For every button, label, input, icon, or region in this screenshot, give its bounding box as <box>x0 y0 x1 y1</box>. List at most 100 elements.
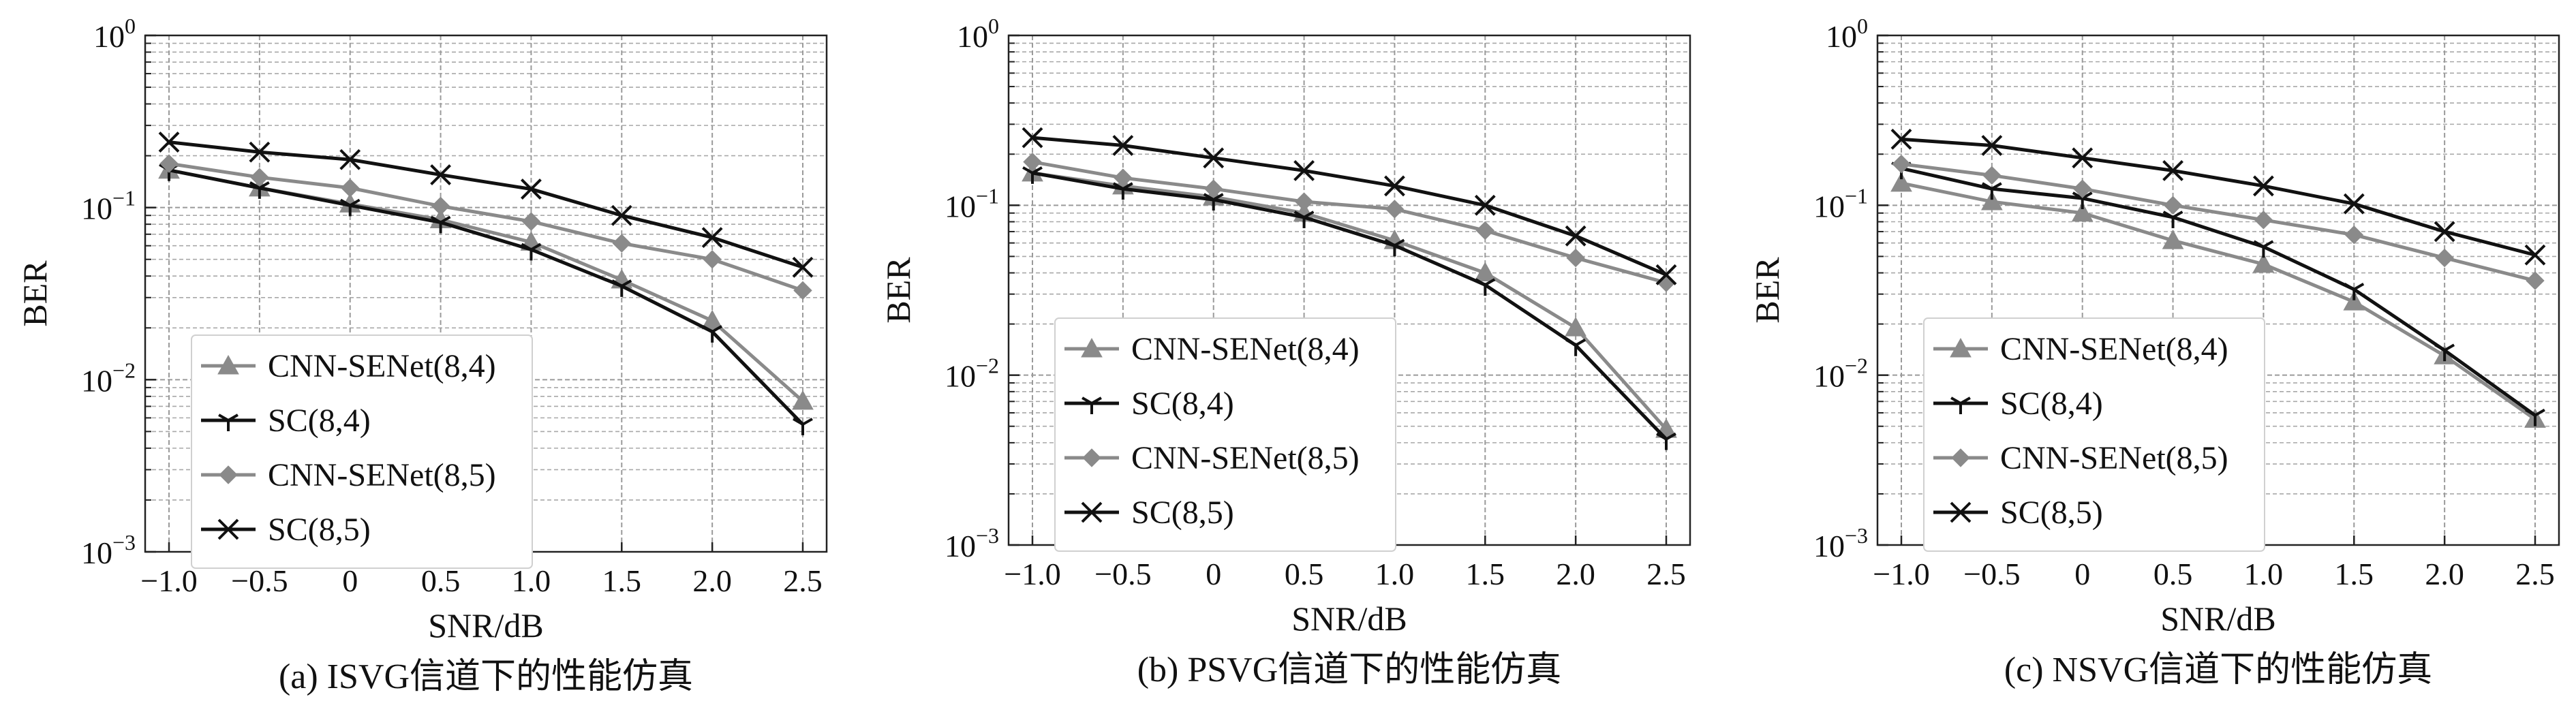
diamond-marker <box>2435 248 2454 268</box>
y-axis-label: BER <box>879 257 917 324</box>
x-tick-label: 2.0 <box>2425 557 2464 591</box>
data-point <box>1203 147 1225 169</box>
x-tick-label: −0.5 <box>231 563 288 598</box>
tri-marker-stroke <box>2081 191 2093 200</box>
y-tick-base: 10 <box>945 189 976 223</box>
triangle-marker <box>1081 337 1103 358</box>
diamond-marker <box>250 168 269 187</box>
tri-marker-stroke <box>2162 211 2174 219</box>
y-axis-label: BER <box>1748 257 1786 324</box>
y-tick-label: 10−3 <box>945 523 999 563</box>
data-point <box>2073 179 2092 198</box>
diamond-marker <box>2254 211 2273 230</box>
tri-marker-stroke <box>1022 166 1033 174</box>
x-tick-label: 1.5 <box>1466 557 1505 591</box>
x-marker-stroke <box>1981 135 2003 156</box>
series-line <box>1032 160 1667 285</box>
legend-label: CNN-SENet(8,4) <box>2000 331 2228 367</box>
x-tick-label: 2.0 <box>1556 557 1595 591</box>
tri-marker-stroke <box>2253 240 2265 248</box>
legend-marker <box>1081 337 1103 358</box>
data-point <box>1565 225 1586 247</box>
x-marker-stroke <box>1950 501 1972 523</box>
series-line <box>1032 171 1668 441</box>
x-tick-label: 2.5 <box>2515 557 2555 591</box>
data-point <box>701 227 723 249</box>
series-line <box>1032 171 1668 431</box>
y-tick-exponent: −1 <box>976 183 999 208</box>
x-tick-label: −0.5 <box>1094 557 1151 591</box>
data-point <box>2254 211 2273 230</box>
data-point <box>1112 135 1134 156</box>
x-marker-stroke <box>792 256 814 278</box>
data-point <box>611 279 632 297</box>
diamond-marker <box>2344 225 2363 245</box>
data-point <box>2253 175 2274 197</box>
tri-marker-stroke <box>802 418 813 426</box>
legend-label: CNN-SENet(8,5) <box>2000 440 2228 476</box>
legend-label: SC(8,4) <box>268 403 371 439</box>
data-point <box>702 325 723 343</box>
diamond-marker <box>703 250 722 269</box>
data-point <box>2163 196 2183 215</box>
triangle-marker <box>1474 262 1497 282</box>
series-line <box>1901 162 2536 283</box>
diamond-marker <box>2073 179 2092 198</box>
y-tick-label: 10−3 <box>81 530 136 570</box>
y-tick-base: 10 <box>1813 359 1845 394</box>
data-point <box>1475 278 1496 296</box>
data-point <box>1112 182 1133 200</box>
data-point <box>2162 211 2183 228</box>
data-point <box>1022 166 1043 184</box>
diamond-marker <box>1082 448 1101 467</box>
x-marker-stroke <box>249 141 271 163</box>
tri-marker-stroke <box>1575 339 1586 347</box>
data-point <box>1023 152 1042 172</box>
triangle-marker <box>2252 253 2275 273</box>
x-marker-stroke <box>1203 147 1225 169</box>
y-tick-base: 10 <box>957 19 988 54</box>
series-line <box>1901 166 2536 417</box>
y-tick-exponent: −1 <box>112 186 136 211</box>
data-point <box>2253 240 2274 258</box>
y-tick-exponent: −3 <box>976 523 999 548</box>
tri-marker-stroke <box>1666 432 1676 441</box>
x-tick-label: −1.0 <box>1873 557 1929 591</box>
data-point <box>701 309 723 330</box>
tri-marker-stroke <box>1991 182 2002 190</box>
y-tick-label: 10−1 <box>1813 183 1868 223</box>
x-axis-label: SNR/dB <box>428 606 544 644</box>
data-point <box>2344 225 2363 245</box>
y-tick-label: 100 <box>93 14 136 54</box>
diamond-marker <box>1892 155 1911 174</box>
data-point <box>1385 200 1405 219</box>
tri-marker-stroke <box>1475 278 1486 286</box>
triangle-marker <box>701 309 723 330</box>
triangle-marker <box>2071 202 2094 222</box>
y-tick-base: 10 <box>81 191 112 226</box>
tri-marker-stroke <box>1212 193 1224 201</box>
data-point <box>249 141 271 163</box>
diamond-marker <box>612 234 631 253</box>
legend: CNN-SENet(8,4) SC(8,4) CNN-SENet(8,5) SC(8,… <box>1923 317 2265 552</box>
legend-marker <box>217 354 239 375</box>
x-tick-label: 0 <box>2074 557 2090 591</box>
legend-label: SC(8,5) <box>1131 495 1234 531</box>
legend-marker <box>1950 337 1972 358</box>
x-tick-label: 1.0 <box>1375 557 1415 591</box>
tri-marker-stroke <box>249 181 260 189</box>
data-point <box>2434 343 2455 362</box>
x-tick-label: 0.5 <box>1285 557 1324 591</box>
y-tick-exponent: −2 <box>1845 354 1868 378</box>
legend-label: SC(8,5) <box>268 512 371 548</box>
tri-marker-stroke <box>2344 282 2355 291</box>
x-tick-label: 2.5 <box>783 563 823 598</box>
y-tick-label: 10−2 <box>81 358 136 398</box>
data-point <box>1293 160 1315 181</box>
data-point <box>2072 147 2094 169</box>
legend-label: SC(8,5) <box>2000 495 2103 531</box>
tri-marker-stroke <box>2353 282 2365 291</box>
legend-box <box>1054 317 1396 552</box>
data-point <box>521 212 541 231</box>
